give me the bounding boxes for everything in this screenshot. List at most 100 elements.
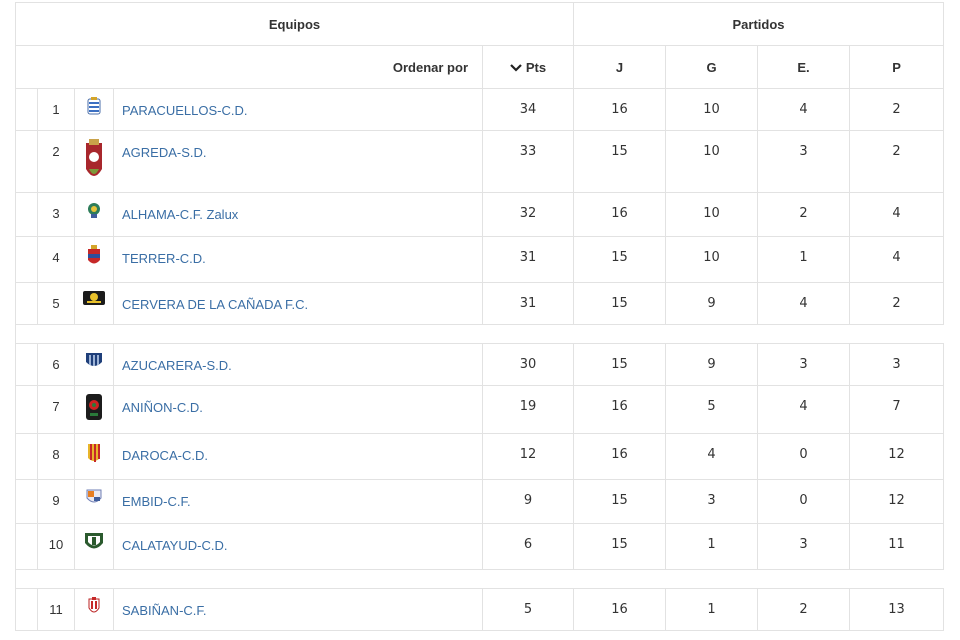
team-crest-cell xyxy=(74,385,114,434)
separator-cell xyxy=(14,569,944,589)
j-cell: 16 xyxy=(573,88,667,131)
standings-table: Equipos Partidos Ordenar por Pts J G E. … xyxy=(14,2,945,631)
j-cell: 16 xyxy=(573,433,667,480)
p-cell: 12 xyxy=(849,433,945,480)
team-name-link[interactable]: SABIÑAN-C.F. xyxy=(113,588,483,631)
e-cell: 2 xyxy=(757,588,851,631)
table-row: 9 EMBID-C.F. 9 15 3 0 12 xyxy=(15,479,945,524)
separator-cell xyxy=(14,324,944,344)
crest-blue-stripes-icon xyxy=(85,352,103,373)
table-row: 7 ANIÑON-C.D. 19 16 5 4 7 xyxy=(15,385,945,434)
row-gutter xyxy=(15,88,38,131)
sort-label: Ordenar por xyxy=(15,45,483,89)
pts-cell: 33 xyxy=(481,130,575,193)
pts-cell: 5 xyxy=(481,588,575,631)
equipos-header: Equipos xyxy=(14,2,575,46)
sort-pts-header[interactable]: Pts xyxy=(481,45,575,89)
e-header[interactable]: E. xyxy=(757,45,851,89)
row-gutter xyxy=(15,385,38,434)
team-crest-cell xyxy=(74,343,114,386)
crest-black-red-icon xyxy=(86,394,102,423)
position-cell: 2 xyxy=(37,130,75,193)
g-cell: 9 xyxy=(665,343,759,386)
pts-cell: 34 xyxy=(481,88,575,131)
crest-orange-blue-icon xyxy=(86,488,102,509)
row-gutter xyxy=(15,130,38,193)
team-name-link[interactable]: TERRER-C.D. xyxy=(113,236,483,283)
team-name-link[interactable]: AZUCARERA-S.D. xyxy=(113,343,483,386)
team-crest-cell xyxy=(74,479,114,524)
crest-red-shield-icon xyxy=(84,139,104,188)
g-cell: 3 xyxy=(665,479,759,524)
table-row: 6 AZUCARERA-S.D. 30 15 9 3 3 xyxy=(15,343,945,386)
table-row: 4 TERRER-C.D. 31 15 10 1 4 xyxy=(15,236,945,283)
g-cell: 9 xyxy=(665,282,759,325)
p-cell: 11 xyxy=(849,523,945,570)
pts-cell: 19 xyxy=(481,385,575,434)
p-cell: 7 xyxy=(849,385,945,434)
table-row: 5 CERVERA DE LA CAÑADA F.C. 31 15 9 4 2 xyxy=(15,282,945,325)
team-name-link[interactable]: EMBID-C.F. xyxy=(113,479,483,524)
pts-cell: 31 xyxy=(481,236,575,283)
j-cell: 16 xyxy=(573,192,667,237)
j-header[interactable]: J xyxy=(573,45,667,89)
p-cell: 4 xyxy=(849,192,945,237)
g-cell: 5 xyxy=(665,385,759,434)
p-header[interactable]: P xyxy=(849,45,945,89)
team-crest-cell xyxy=(74,192,114,237)
crest-black-yellow-icon xyxy=(83,291,105,308)
e-cell: 0 xyxy=(757,479,851,524)
j-cell: 15 xyxy=(573,523,667,570)
row-gutter xyxy=(15,343,38,386)
pts-cell: 30 xyxy=(481,343,575,386)
row-gutter xyxy=(15,523,38,570)
crest-red-white-icon xyxy=(88,597,100,620)
j-cell: 15 xyxy=(573,130,667,193)
team-crest-cell xyxy=(74,236,114,283)
team-crest-cell xyxy=(74,433,114,480)
e-cell: 4 xyxy=(757,88,851,131)
pts-cell: 32 xyxy=(481,192,575,237)
p-cell: 3 xyxy=(849,343,945,386)
g-header[interactable]: G xyxy=(665,45,759,89)
chevron-down-icon xyxy=(510,64,522,72)
g-cell: 1 xyxy=(665,588,759,631)
team-name-link[interactable]: AGREDA-S.D. xyxy=(113,130,483,193)
position-cell: 7 xyxy=(37,385,75,434)
position-cell: 1 xyxy=(37,88,75,131)
position-cell: 3 xyxy=(37,192,75,237)
team-crest-cell xyxy=(74,282,114,325)
e-cell: 3 xyxy=(757,130,851,193)
table-row: 2 AGREDA-S.D. 33 15 10 3 2 xyxy=(15,130,945,193)
j-cell: 15 xyxy=(573,479,667,524)
e-cell: 3 xyxy=(757,343,851,386)
p-cell: 4 xyxy=(849,236,945,283)
j-cell: 15 xyxy=(573,343,667,386)
table-row: 3 ALHAMA-C.F. Zalux 32 16 10 2 4 xyxy=(15,192,945,237)
team-name-link[interactable]: ANIÑON-C.D. xyxy=(113,385,483,434)
crest-red-yellow-stripes-icon xyxy=(87,442,101,467)
team-name-link[interactable]: CERVERA DE LA CAÑADA F.C. xyxy=(113,282,483,325)
e-cell: 4 xyxy=(757,385,851,434)
team-name-link[interactable]: PARACUELLOS-C.D. xyxy=(113,88,483,131)
j-cell: 16 xyxy=(573,385,667,434)
team-name-link[interactable]: CALATAYUD-C.D. xyxy=(113,523,483,570)
position-cell: 10 xyxy=(37,523,75,570)
g-cell: 10 xyxy=(665,130,759,193)
g-cell: 10 xyxy=(665,236,759,283)
pts-cell: 6 xyxy=(481,523,575,570)
table-row: 11 SABIÑAN-C.F. 5 16 1 2 13 xyxy=(15,588,945,631)
team-name-link[interactable]: DAROCA-C.D. xyxy=(113,433,483,480)
table-row: 8 DAROCA-C.D. 12 16 4 0 12 xyxy=(15,433,945,480)
g-cell: 10 xyxy=(665,192,759,237)
row-gutter xyxy=(15,433,38,480)
team-name-link[interactable]: ALHAMA-C.F. Zalux xyxy=(113,192,483,237)
e-cell: 4 xyxy=(757,282,851,325)
table-row: 10 CALATAYUD-C.D. 6 15 1 3 11 xyxy=(15,523,945,570)
group-separator xyxy=(14,324,944,344)
position-cell: 6 xyxy=(37,343,75,386)
crest-green-yellow-icon xyxy=(87,201,101,222)
row-gutter xyxy=(15,282,38,325)
row-gutter xyxy=(15,588,38,631)
row-gutter xyxy=(15,236,38,283)
